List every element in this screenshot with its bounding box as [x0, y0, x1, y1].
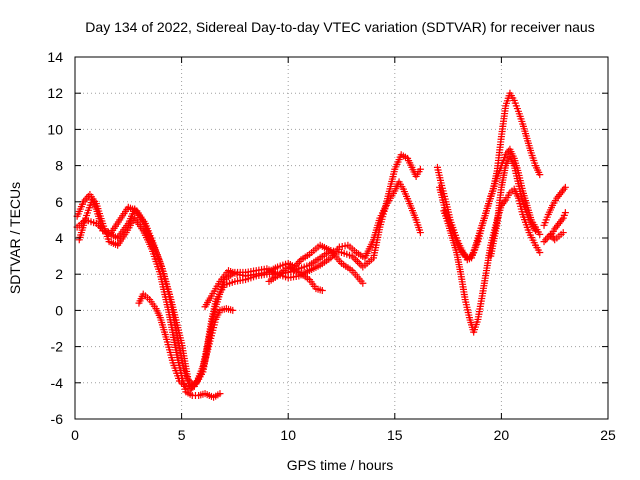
- series-track-3: [75, 178, 424, 390]
- x-tick-label: 5: [178, 427, 186, 443]
- x-tick-label: 20: [494, 427, 510, 443]
- y-axis-label: SDTVAR / TECUs: [7, 182, 23, 294]
- series-track-12: [540, 183, 569, 229]
- data-points: [73, 89, 569, 401]
- data-point-marker: [229, 306, 237, 314]
- series-track-10: [487, 153, 540, 260]
- plot-frame: [74, 56, 609, 420]
- data-point-marker: [318, 286, 326, 294]
- x-tick-label: 25: [600, 427, 616, 443]
- x-tick-label: 15: [387, 427, 403, 443]
- data-point-marker: [216, 390, 224, 398]
- data-point-marker: [532, 227, 540, 235]
- x-axis-label: GPS time / hours: [287, 457, 394, 473]
- data-point-marker: [355, 259, 363, 267]
- x-tick-label: 0: [71, 427, 79, 443]
- data-point-marker: [561, 183, 569, 191]
- data-point-marker: [416, 165, 424, 173]
- grid: [75, 57, 608, 419]
- data-point-marker: [559, 229, 567, 237]
- chart-title: Day 134 of 2022, Sidereal Day-to-day VTE…: [85, 19, 594, 35]
- y-tick-label: 14: [47, 49, 63, 65]
- y-tick-label: 12: [47, 85, 63, 101]
- y-tick-label: 2: [55, 266, 63, 282]
- series-track-2: [73, 191, 224, 401]
- data-point-marker: [540, 238, 548, 246]
- y-tick-label: 4: [55, 230, 63, 246]
- data-point-marker: [536, 248, 544, 256]
- y-tick-label: -4: [51, 375, 64, 391]
- data-point-marker: [536, 230, 544, 238]
- series-track-4: [135, 290, 237, 394]
- y-tick-label: 10: [47, 121, 63, 137]
- data-point-marker: [83, 194, 91, 202]
- axis-ticks: 0 5 10 15 20 25 -6 -4 -2 0 2 4 6 8 10 12 14: [47, 49, 616, 443]
- data-point-marker: [416, 229, 424, 237]
- y-tick-label: 0: [55, 302, 63, 318]
- data-point-marker: [561, 209, 569, 217]
- data-point-marker: [295, 258, 303, 266]
- data-point-marker: [353, 258, 361, 266]
- y-tick-label: -6: [51, 411, 64, 427]
- data-point-marker: [536, 171, 544, 179]
- series-track-6: [265, 263, 326, 294]
- data-point-marker: [543, 234, 551, 242]
- y-tick-label: -2: [51, 339, 64, 355]
- data-point-marker: [359, 279, 367, 287]
- series-track-5: [201, 241, 367, 311]
- series-track-8: [436, 145, 544, 262]
- series-track-7: [433, 89, 544, 264]
- y-tick-label: 8: [55, 158, 63, 174]
- x-tick-label: 10: [280, 427, 296, 443]
- y-tick-label: 6: [55, 194, 63, 210]
- series-track-13: [546, 209, 569, 240]
- data-point-marker: [542, 236, 550, 244]
